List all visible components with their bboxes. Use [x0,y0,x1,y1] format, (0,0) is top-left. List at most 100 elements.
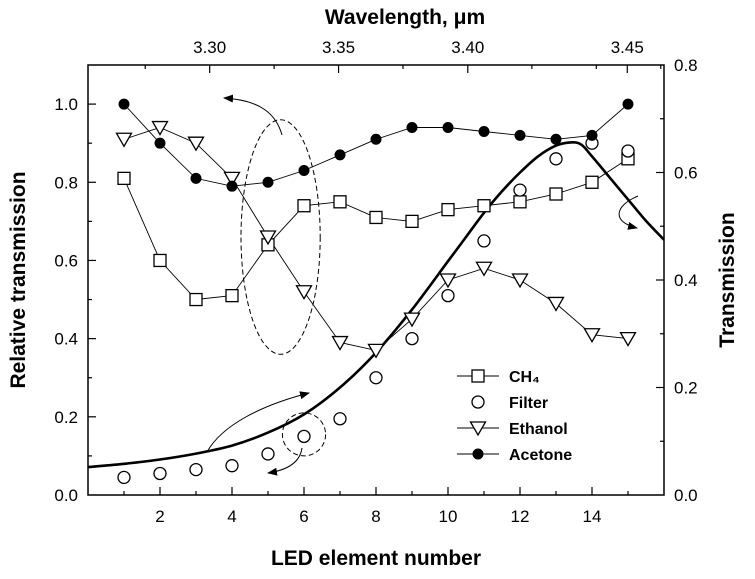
y-right-axis-title: Transmission [716,212,739,347]
filter-point [297,429,311,444]
ethanol-point [511,273,529,289]
acetone-point [550,133,562,145]
ch-point [369,210,383,225]
y-tick-label: 0.0 [54,486,78,505]
bottom-axis-ticks: 2 4 6 8 10 12 14 [123,487,629,526]
arrow-filter-to-left-axis [267,447,303,476]
x-tick-label: 4 [227,507,236,526]
y-axis-title: Relative transmission [7,171,30,388]
x-tick-label: 10 [439,507,458,526]
ethanol-point [223,171,241,187]
filter-point [369,371,383,385]
y-tick-label: 0.4 [54,330,78,349]
filter-point [117,470,131,485]
x-axis-title: LED element number [271,547,481,570]
x-tick-label: 12 [511,507,530,526]
ethanol-point [367,343,385,359]
marker-layer [115,98,637,485]
legend: CH₄ Filter Ethanol Acetone [457,369,572,464]
ch-point [585,175,599,189]
filter-point [405,331,419,346]
ch-point [549,187,563,201]
acetone-point [406,122,418,134]
x-top-axis-title: Wavelength, μm [325,6,485,29]
filter-point [333,412,347,426]
acetone-point [442,122,454,134]
filter-point [225,459,239,473]
ethanol-point [475,261,493,277]
acetone-point [190,172,202,184]
ethanol-point [547,296,565,312]
acetone-point [478,125,490,137]
y-tick-label: 0.6 [54,251,78,270]
x-top-tick-label: 3.30 [193,38,226,57]
ethanol-point [331,335,349,351]
ch-point [333,195,347,209]
filter-point [261,447,275,461]
legend-marker-filter [471,395,485,409]
x-tick-label: 2 [155,507,164,526]
ethanol-point [439,273,457,289]
ch-point [297,199,311,213]
filter-point [441,288,455,303]
y-right-tick-label: 0.8 [674,56,698,75]
annotation-layer [240,119,327,457]
filter-point [621,144,635,158]
filter-point [549,152,563,166]
y-right-tick-label: 0.2 [674,379,698,398]
ethanol-point [583,328,601,344]
ch-point [513,195,527,209]
top-axis-ticks: 3.30 3.35 3.40 3.45 [144,38,662,73]
acetone-point [262,176,274,188]
acetone-point [298,165,310,177]
ch-point [477,199,491,213]
ch-point [117,171,131,186]
legend-label-ch: CH₄ [509,369,540,386]
x-top-tick-label: 3.40 [451,38,484,57]
ethanol-point [187,136,205,152]
arrow-to-right-axis [618,195,639,230]
ethanol-point [151,120,169,136]
ethanol-point [295,285,313,301]
x-top-tick-label: 3.45 [611,38,644,57]
filter-point [153,466,167,481]
legend-marker-acetone [472,448,484,460]
legend-marker-ethanol [469,421,487,437]
ethanol-point [403,312,421,328]
legend-label-ethanol: Ethanol [509,421,568,438]
left-axis-ticks: 0.0 0.2 0.4 0.6 0.8 1.0 [54,95,96,505]
legend-label-filter: Filter [509,395,548,412]
filter-point [513,183,527,197]
ch-point [405,214,419,229]
x-top-tick-label: 3.35 [322,38,355,57]
acetone-point [226,180,238,192]
ch-point [225,288,239,303]
legend-label-acetone: Acetone [509,447,572,464]
arrow-curve-to-right-axis [206,391,310,453]
transmission-curve [88,141,664,469]
y-tick-label: 0.2 [54,408,78,427]
ethanol-point [259,230,277,246]
filter-point [189,462,203,477]
acetone-point [370,133,382,145]
right-axis-ticks: 0.0 0.2 0.4 0.6 0.8 [656,56,698,505]
y-right-tick-label: 0.6 [674,164,698,183]
y-tick-label: 0.8 [54,173,78,192]
acetone-point [118,98,130,110]
filter-point [477,234,491,248]
x-tick-label: 14 [583,507,602,526]
y-right-tick-label: 0.0 [674,486,698,505]
legend-marker-ch [471,369,485,383]
acetone-point [334,149,346,161]
dashed-ellipse-1 [240,119,321,355]
ch-point [153,253,167,268]
y-tick-label: 1.0 [54,95,78,114]
ch-point [189,292,203,307]
y-right-tick-label: 0.4 [674,271,698,290]
acetone-point [514,129,526,141]
ethanol-point [619,331,637,347]
dashed-ellipse-2 [281,412,327,457]
x-tick-label: 8 [371,507,380,526]
series-layer [88,103,664,469]
